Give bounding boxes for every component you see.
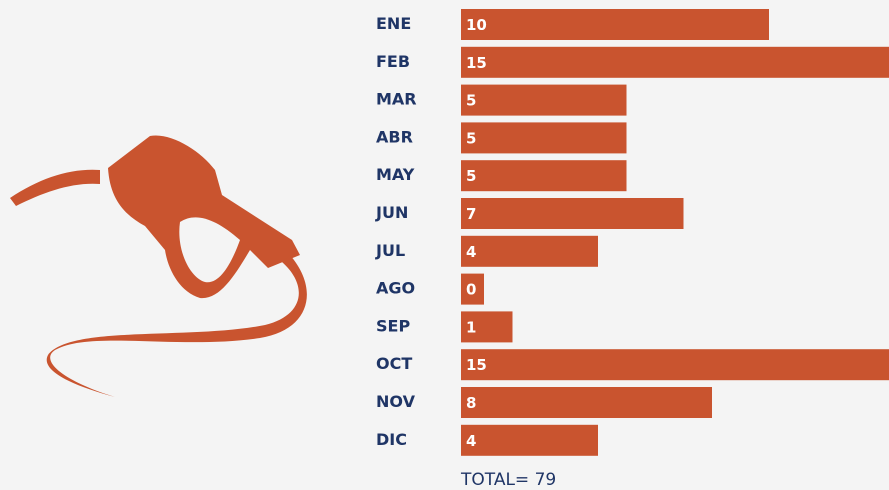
bar	[461, 235, 598, 267]
value-label: 15	[466, 356, 487, 374]
value-label: 10	[466, 16, 487, 34]
category-label: MAR	[376, 90, 417, 109]
value-label: 7	[466, 205, 476, 223]
category-label: MAY	[376, 165, 415, 184]
category-label: NOV	[376, 392, 416, 411]
bar	[461, 84, 627, 116]
value-label: 8	[466, 394, 476, 412]
bar	[461, 198, 684, 229]
bar	[461, 46, 889, 78]
bar	[461, 424, 598, 456]
value-label: 4	[466, 432, 476, 450]
value-label: 5	[466, 129, 476, 147]
bar	[461, 387, 712, 418]
bar	[461, 273, 484, 305]
total-label: TOTAL= 79	[460, 470, 556, 490]
bar	[461, 349, 889, 381]
bar	[461, 160, 627, 192]
category-label: JUN	[375, 203, 408, 222]
category-label: OCT	[376, 354, 412, 373]
value-label: 5	[466, 167, 476, 185]
value-label: 4	[466, 243, 476, 261]
bar	[461, 311, 513, 343]
category-label: AGO	[376, 279, 415, 298]
value-label: 1	[466, 318, 476, 336]
category-label: SEP	[376, 316, 410, 335]
value-label: 5	[466, 92, 476, 110]
bar	[461, 122, 627, 154]
category-label: JUL	[375, 241, 405, 260]
category-label: DIC	[376, 430, 407, 449]
category-label: ABR	[376, 127, 413, 146]
category-label: ENE	[376, 14, 411, 33]
value-label: 0	[466, 281, 476, 299]
value-label: 15	[466, 54, 487, 72]
bar	[461, 9, 769, 40]
category-label: FEB	[376, 52, 410, 71]
fuel-nozzle-icon	[10, 135, 307, 397]
